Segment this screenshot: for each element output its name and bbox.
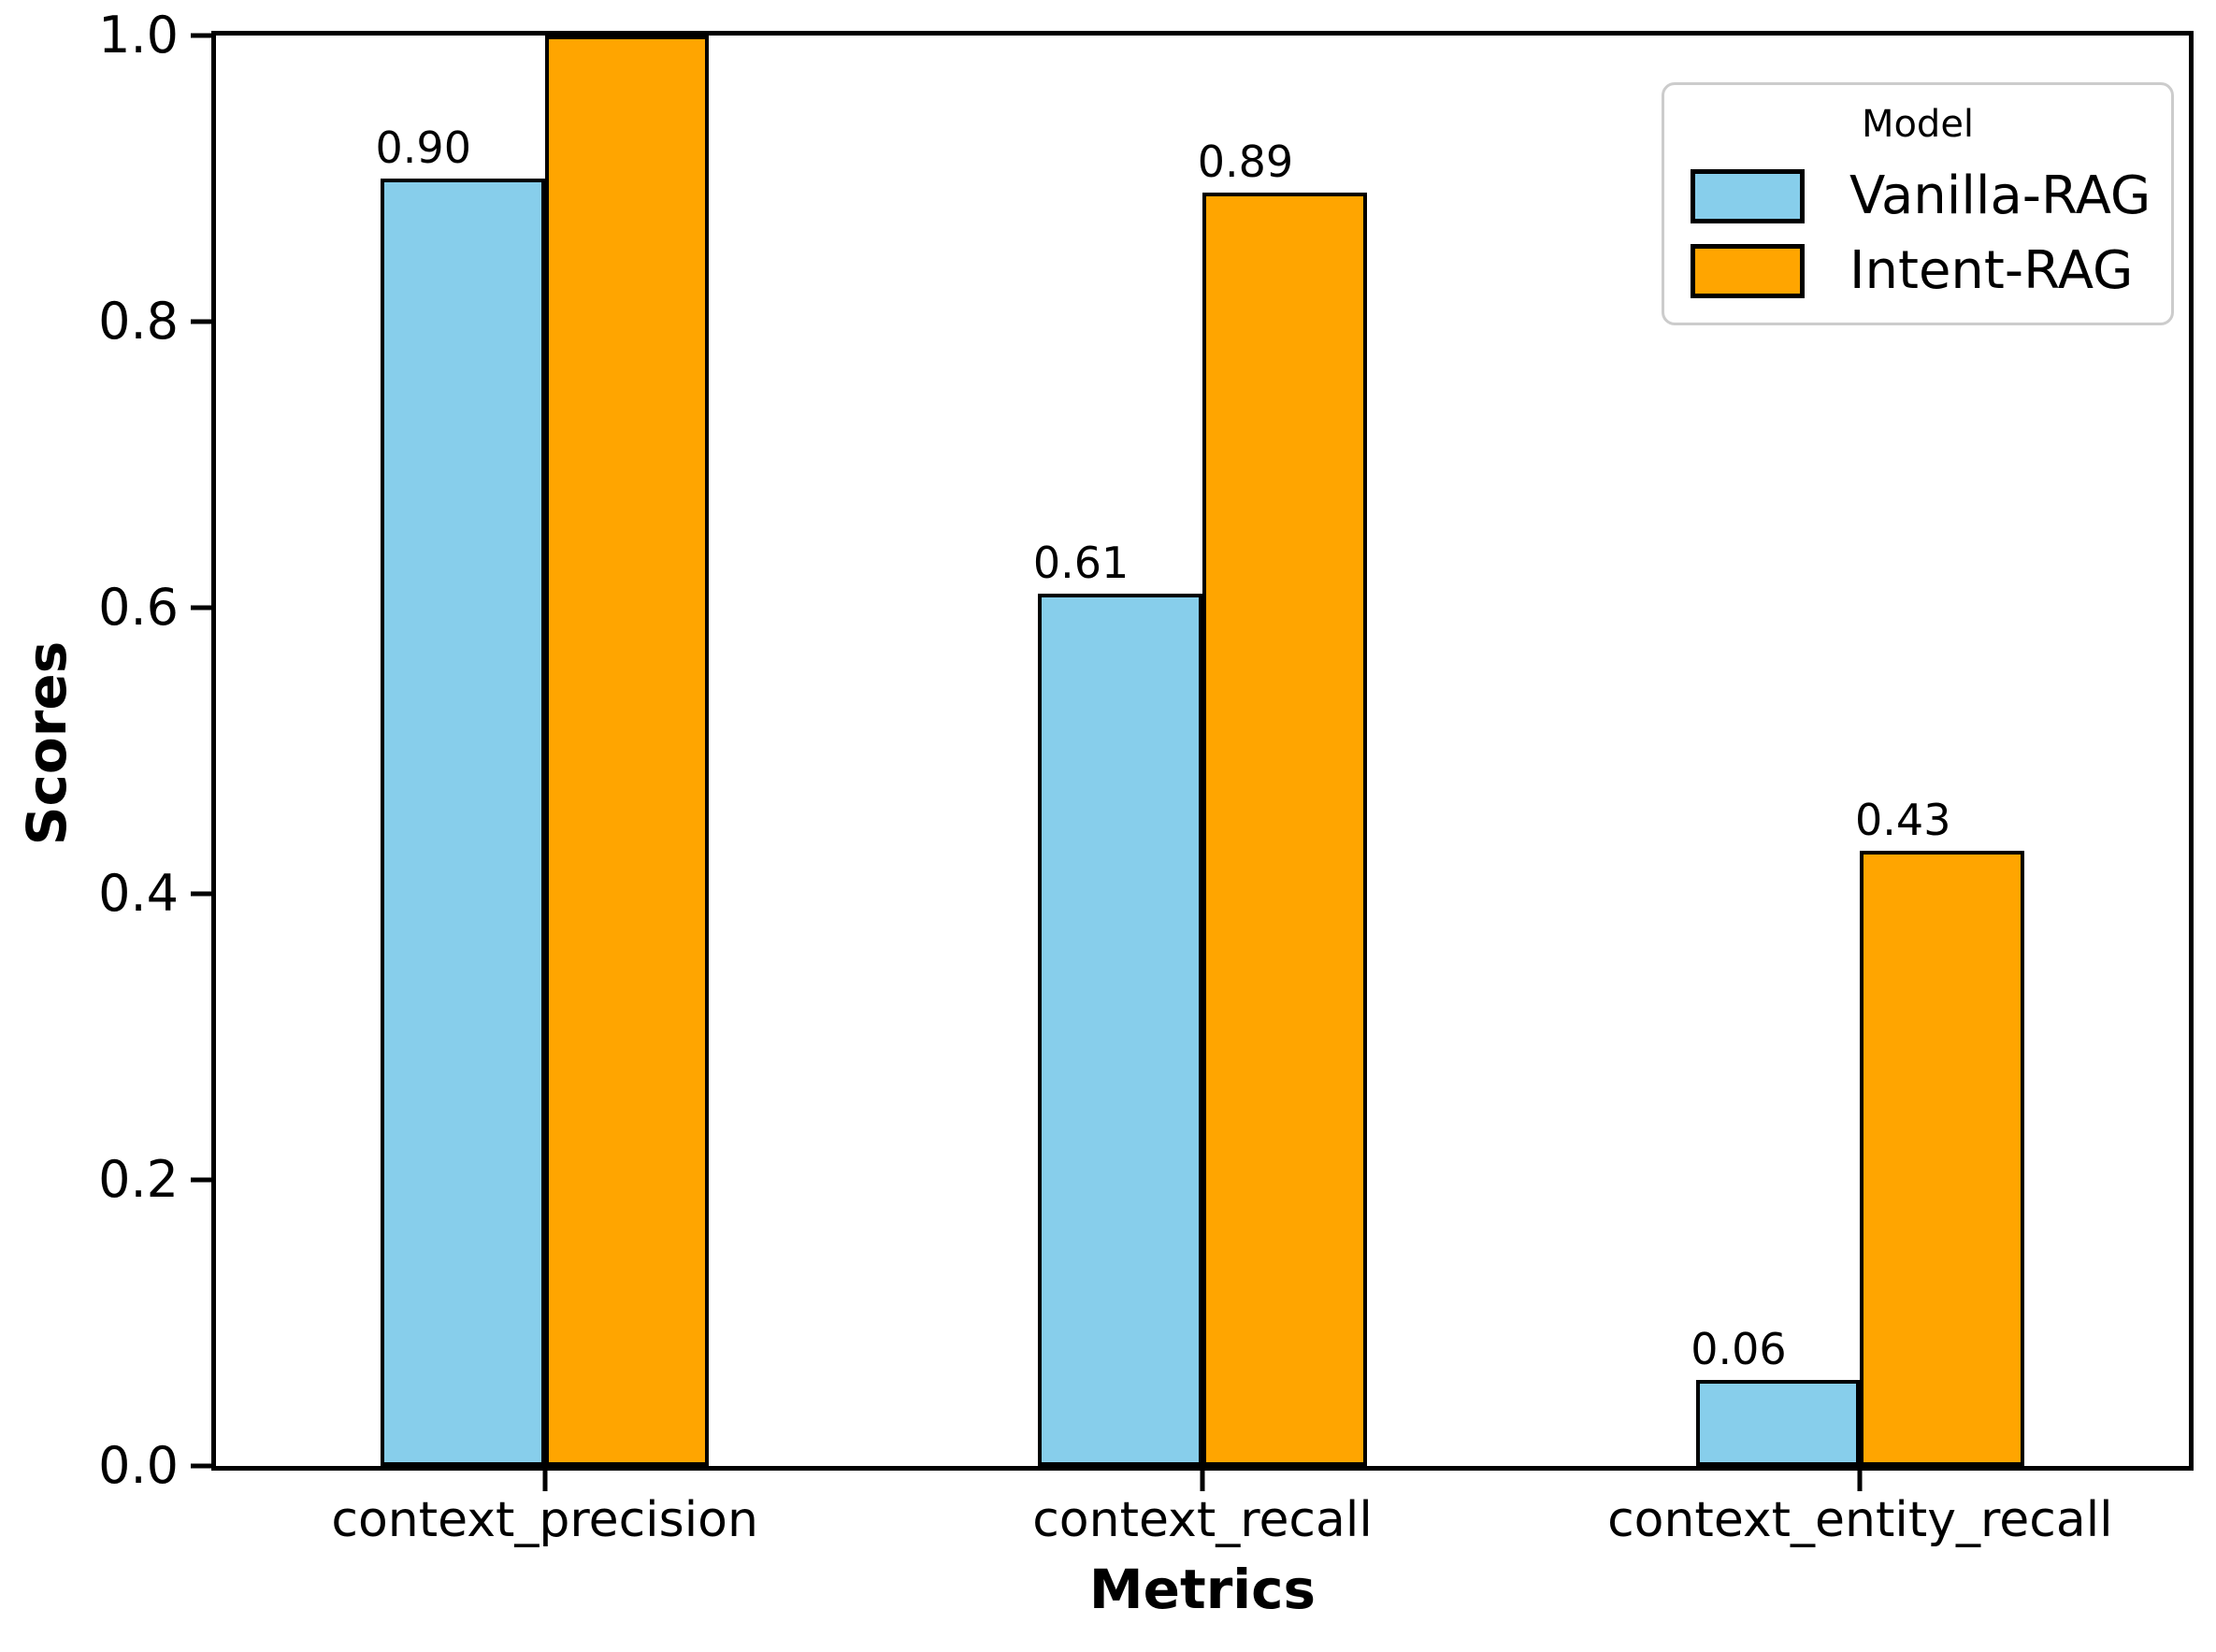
x-axis-label: Metrics	[1088, 1558, 1317, 1621]
bar-intent-rag-context_recall	[1202, 193, 1367, 1466]
x-tick-mark	[542, 1471, 548, 1491]
y-tick-label: 0.0	[98, 1436, 179, 1495]
y-tick-label: 0.8	[98, 292, 179, 351]
y-tick-label: 0.2	[98, 1150, 179, 1209]
y-tick-mark	[191, 1463, 211, 1469]
y-tick-mark	[191, 891, 211, 897]
legend-label-vanilla-rag: Vanilla-RAG	[1849, 165, 2151, 226]
x-tick-label: context_recall	[1032, 1492, 1373, 1548]
legend-entry-intent-rag: Intent-RAG	[1691, 244, 2145, 298]
bar-vanilla-rag-context_precision	[380, 179, 545, 1466]
x-tick-label: context_entity_recall	[1607, 1492, 2113, 1548]
legend-entry-vanilla-rag: Vanilla-RAG	[1691, 169, 2151, 223]
y-tick-label: 0.6	[98, 578, 179, 637]
y-axis-label: Scores	[15, 640, 79, 846]
y-tick-mark	[191, 33, 211, 38]
y-tick-mark	[191, 605, 211, 611]
legend-title: Model	[1861, 103, 1975, 146]
bar-vanilla-rag-context_entity_recall	[1695, 1380, 1861, 1466]
bar-value-label: 0.90	[375, 122, 471, 173]
bar-intent-rag-context_entity_recall	[1860, 851, 2025, 1466]
x-tick-mark	[1200, 1471, 1205, 1491]
x-tick-label: context_precision	[331, 1492, 758, 1548]
bar-vanilla-rag-context_recall	[1038, 593, 1202, 1466]
legend: Model Vanilla-RAG Intent-RAG	[1662, 82, 2174, 325]
legend-swatch-vanilla-rag	[1691, 169, 1805, 223]
y-tick-label: 0.4	[98, 864, 179, 923]
y-tick-label: 1.0	[98, 6, 179, 65]
y-tick-mark	[191, 319, 211, 324]
legend-label-intent-rag: Intent-RAG	[1849, 240, 2134, 301]
plot-area: Model Vanilla-RAG Intent-RAG 0.0 0.2 0.4 0.…	[98, 10, 2194, 1544]
y-tick-mark	[191, 1177, 211, 1183]
bar-value-label: 0.61	[1032, 537, 1130, 588]
bar-value-label: 0.89	[1197, 136, 1294, 188]
bar-value-label: 0.43	[1855, 795, 1951, 846]
x-tick-mark	[1857, 1471, 1863, 1491]
bar-value-label: 0.06	[1691, 1324, 1787, 1375]
legend-swatch-intent-rag	[1691, 244, 1805, 298]
bar-intent-rag-context_precision	[544, 36, 710, 1466]
